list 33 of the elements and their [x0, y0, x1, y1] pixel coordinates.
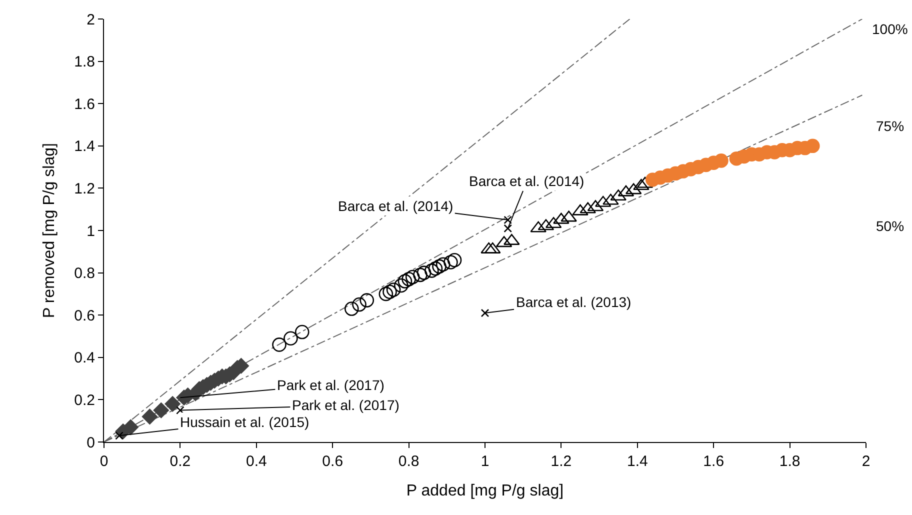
y-tick-label: 0.4: [74, 350, 95, 367]
annotation: Hussain et al. (2015): [180, 414, 310, 430]
y-tick-label: 1.6: [74, 96, 95, 113]
x-tick-label: 0: [100, 453, 108, 470]
y-tick-label: 0.6: [74, 307, 95, 324]
y-tick-label: 0.2: [74, 392, 95, 409]
x-tick-label: 0.4: [246, 453, 267, 470]
x-tick-label: 1.8: [779, 453, 800, 470]
y-tick-label: 1: [86, 222, 95, 240]
x-axis-title: P added [mg P/g slag]: [406, 482, 564, 500]
annotation: Park et al. (2017): [292, 397, 400, 413]
x-tick-label: 0.6: [322, 453, 344, 470]
annotation: Barca et al. (2014): [469, 173, 584, 189]
x-tick-label: 0.8: [398, 453, 420, 470]
x-tick-label: 1: [480, 453, 490, 470]
x-tick-label: 1.2: [550, 453, 572, 470]
text: 100%: [872, 21, 908, 37]
y-axis-title: P removed [mg P/g slag]: [41, 143, 58, 318]
annotation: Park et al. (2017): [277, 377, 384, 393]
x-tick-label: 1.4: [626, 453, 648, 470]
annotation: Barca et al. (2013): [516, 294, 632, 310]
y-tick-label: 0: [86, 434, 95, 452]
annotation: Barca et al. (2014): [338, 198, 454, 214]
y-tick-label: 1.2: [74, 180, 95, 198]
x-tick-label: 1.6: [703, 453, 724, 470]
x-tick-label: 0.2: [170, 453, 191, 470]
x-tick-label: 2: [862, 453, 870, 470]
y-tick-label: 1.4: [74, 138, 95, 156]
text: 50%: [876, 218, 904, 234]
y-tick-label: 1.8: [74, 54, 95, 71]
text: 75%: [876, 118, 904, 134]
y-tick-label: 0.8: [74, 265, 95, 282]
y-tick-label: 2: [86, 11, 95, 28]
